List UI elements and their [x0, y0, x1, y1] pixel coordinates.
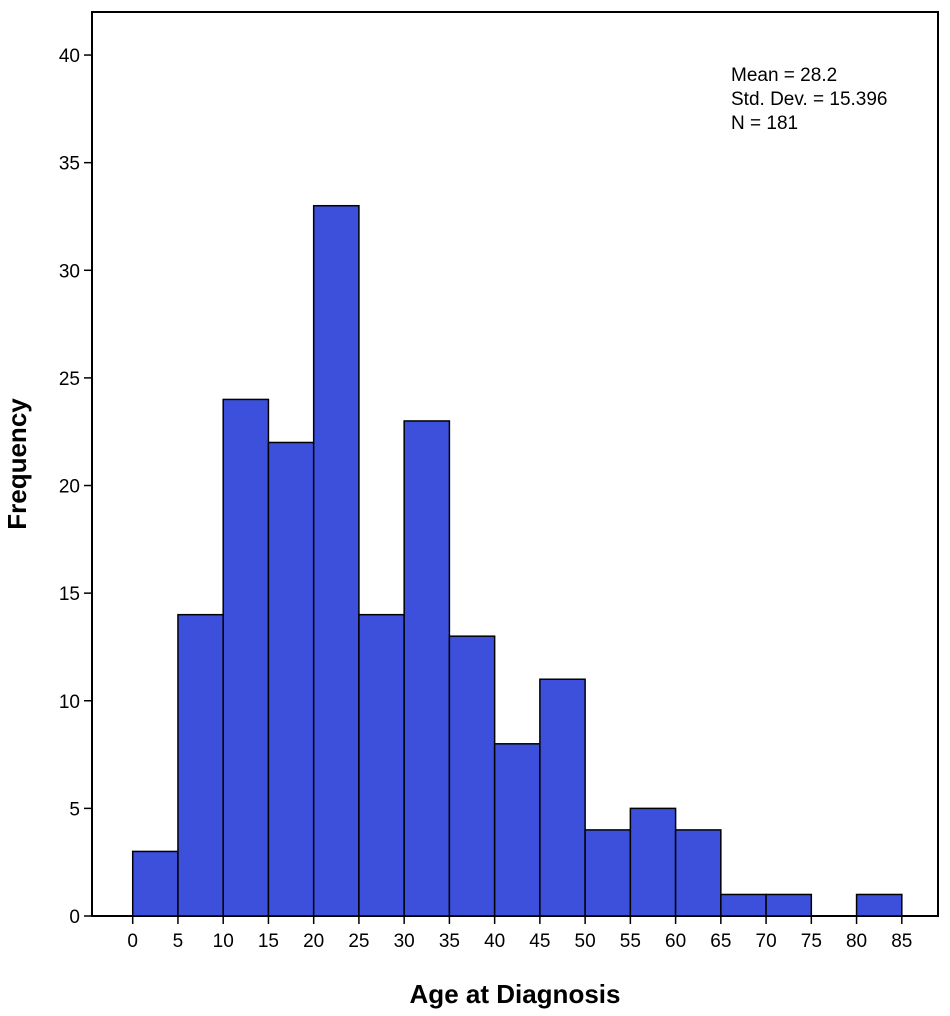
- histogram-bar: [493, 743, 541, 917]
- y-axis-title: Frequency: [2, 398, 32, 530]
- x-tick-label: 45: [529, 931, 550, 952]
- x-tick-label: 5: [173, 931, 184, 952]
- y-tick-label: 35: [59, 154, 80, 175]
- x-tick-label: 65: [710, 931, 731, 952]
- stats-mean: Mean = 28.2: [731, 65, 837, 86]
- x-tick-label: 10: [213, 931, 234, 952]
- y-tick-label: 15: [59, 584, 80, 605]
- histogram-bar: [674, 829, 722, 917]
- y-tick-label: 0: [69, 907, 80, 928]
- x-tick-label: 60: [665, 931, 686, 952]
- histogram-bar: [855, 893, 903, 917]
- histogram-bar: [358, 613, 405, 917]
- histogram-bar: [448, 635, 496, 917]
- histogram-bar: [312, 204, 360, 917]
- y-tick-label: 20: [59, 477, 80, 498]
- x-tick-label: 70: [756, 931, 777, 952]
- x-tick-label: 55: [620, 931, 641, 952]
- histogram-bar: [584, 829, 632, 917]
- histogram-bar: [720, 893, 767, 917]
- x-tick-label: 25: [348, 931, 369, 952]
- y-tick-label: 10: [59, 692, 80, 713]
- x-tick-label: 40: [484, 931, 505, 952]
- y-tick-label: 30: [59, 261, 80, 282]
- x-tick-label: 35: [439, 931, 460, 952]
- x-tick-label: 75: [801, 931, 822, 952]
- histogram-bar: [131, 850, 179, 917]
- x-tick-label: 15: [258, 931, 279, 952]
- histogram-bar: [177, 613, 224, 917]
- x-tick-label: 50: [575, 931, 596, 952]
- x-axis: 0 5 10 15 20 25 30 35 40 45 50 55 60 65 70 75 80 85: [127, 916, 912, 952]
- histogram-bar: [403, 420, 451, 917]
- x-tick-label: 30: [394, 931, 415, 952]
- stats-n: N = 181: [731, 113, 798, 134]
- stats-box: Mean = 28.2 Std. Dev. = 15.396 N = 181: [731, 65, 888, 134]
- bars-group: [131, 204, 903, 917]
- y-axis: 0 5 10 15 20 25 30 35 40: [59, 46, 92, 928]
- x-tick-label: 0: [127, 931, 138, 952]
- x-tick-label: 85: [891, 931, 912, 952]
- x-axis-title: Age at Diagnosis: [410, 979, 621, 1009]
- y-tick-label: 40: [59, 46, 80, 67]
- y-tick-label: 5: [69, 799, 80, 820]
- histogram-bar: [222, 398, 270, 917]
- histogram-bar: [629, 807, 677, 917]
- histogram-bar: [765, 893, 813, 917]
- y-tick-label: 25: [59, 369, 80, 390]
- histogram-bar: [539, 678, 586, 917]
- x-tick-label: 80: [846, 931, 867, 952]
- histogram-bar: [267, 441, 315, 917]
- x-tick-label: 20: [303, 931, 324, 952]
- stats-std-dev: Std. Dev. = 15.396: [731, 89, 888, 110]
